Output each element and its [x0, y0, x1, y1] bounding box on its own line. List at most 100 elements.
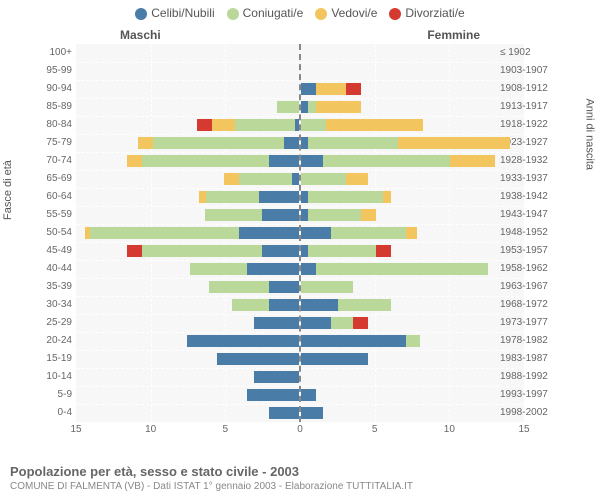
birth-label: 1918-1922 — [500, 116, 560, 134]
age-label: 65-69 — [40, 170, 72, 188]
bar-segment — [217, 353, 299, 365]
bar-segment — [284, 137, 299, 149]
legend-dot — [135, 8, 147, 20]
birth-label: 1943-1947 — [500, 206, 560, 224]
bar-segment — [224, 173, 239, 185]
age-row: 80-84 1918-1922 — [40, 116, 560, 134]
age-label: 55-59 — [40, 206, 72, 224]
bar-segment — [316, 83, 346, 95]
birth-label: 1953-1957 — [500, 242, 560, 260]
x-tick: 0 — [297, 424, 303, 435]
bar-segment — [301, 191, 308, 203]
bar-segment — [301, 173, 346, 185]
bar-segment — [190, 263, 247, 275]
female-bar — [301, 353, 368, 365]
age-row: 65-691933-1937 — [40, 170, 560, 188]
bar-segment — [269, 281, 299, 293]
chart-footer: Popolazione per età, sesso e stato civil… — [10, 464, 590, 492]
male-bar — [190, 263, 299, 275]
bar-segment — [187, 335, 299, 347]
legend-dot — [389, 8, 401, 20]
bar-segment — [361, 209, 376, 221]
male-bar — [247, 389, 299, 401]
age-row: 50-541948-1952 — [40, 224, 560, 242]
age-label: 20-24 — [40, 332, 72, 350]
age-label: 45-49 — [40, 242, 72, 260]
bar-segment — [127, 155, 142, 167]
male-bar — [127, 155, 299, 167]
hgrid-line — [76, 422, 524, 423]
female-bar — [301, 335, 420, 347]
bar-segment — [301, 299, 338, 311]
male-bar — [197, 119, 299, 131]
population-pyramid: 15105051015 100+≤ 190295-991903-190790-9… — [40, 44, 560, 444]
male-bar — [138, 137, 299, 149]
female-bar — [301, 281, 353, 293]
age-row: 85-89 1913-1917 — [40, 98, 560, 116]
birth-label: 1983-1987 — [500, 350, 560, 368]
bar-segment — [326, 119, 423, 131]
bar-segment — [232, 299, 269, 311]
female-bar — [301, 137, 510, 149]
female-bar — [301, 407, 323, 419]
female-bar — [301, 263, 488, 275]
birth-label: 1928-1932 — [500, 152, 560, 170]
bar-segment — [85, 227, 89, 239]
age-label: 80-84 — [40, 116, 72, 134]
birth-label: 1963-1967 — [500, 278, 560, 296]
birth-label: 1998-2002 — [500, 404, 560, 422]
bar-segment — [301, 389, 316, 401]
male-bar — [224, 173, 299, 185]
legend-label: Vedovi/e — [331, 6, 377, 20]
birth-label: 1938-1942 — [500, 188, 560, 206]
bar-segment — [301, 227, 331, 239]
bar-segment — [301, 245, 308, 257]
bar-segment — [209, 281, 269, 293]
bar-segment — [205, 209, 262, 221]
age-row: 10-141988-1992 — [40, 368, 560, 386]
birth-label: 1993-1997 — [500, 386, 560, 404]
bar-segment — [254, 371, 299, 383]
male-bar — [217, 353, 299, 365]
legend-item: Coniugati/e — [227, 6, 304, 20]
bar-segment — [247, 263, 299, 275]
male-bar — [209, 281, 299, 293]
legend-label: Celibi/Nubili — [151, 6, 214, 20]
footer-subtitle: COMUNE DI FALMENTA (VB) - Dati ISTAT 1° … — [10, 481, 590, 492]
birth-label: 1978-1982 — [500, 332, 560, 350]
bar-segment — [308, 245, 375, 257]
bar-segment — [316, 101, 361, 113]
birth-label: 1973-1977 — [500, 314, 560, 332]
bar-segment — [247, 389, 299, 401]
female-bar — [301, 209, 376, 221]
bar-segment — [262, 245, 299, 257]
male-bar — [254, 371, 299, 383]
age-label: 85-89 — [40, 98, 72, 116]
x-axis: 15105051015 — [40, 422, 560, 442]
age-row: 15-19 1983-1987 — [40, 350, 560, 368]
bar-segment — [331, 227, 406, 239]
age-label: 60-64 — [40, 188, 72, 206]
bar-segment — [301, 155, 323, 167]
bar-segment — [308, 137, 398, 149]
bar-segment — [376, 245, 391, 257]
age-row: 60-64 1938-1942 — [40, 188, 560, 206]
age-label: 10-14 — [40, 368, 72, 386]
bar-segment — [235, 119, 295, 131]
birth-label: 1913-1917 — [500, 98, 560, 116]
birth-label: 1968-1972 — [500, 296, 560, 314]
birth-label: ≤ 1902 — [500, 44, 560, 62]
birth-label: 1903-1907 — [500, 62, 560, 80]
age-label: 15-19 — [40, 350, 72, 368]
bar-segment — [301, 353, 368, 365]
age-label: 90-94 — [40, 80, 72, 98]
female-bar — [301, 227, 417, 239]
age-row: 95-991903-1907 — [40, 62, 560, 80]
bar-segment — [262, 209, 299, 221]
legend-item: Vedovi/e — [315, 6, 377, 20]
bar-segment — [398, 137, 510, 149]
male-header: Maschi — [120, 28, 161, 42]
bar-segment — [301, 119, 326, 131]
bar-segment — [239, 227, 299, 239]
bar-segment — [292, 173, 299, 185]
